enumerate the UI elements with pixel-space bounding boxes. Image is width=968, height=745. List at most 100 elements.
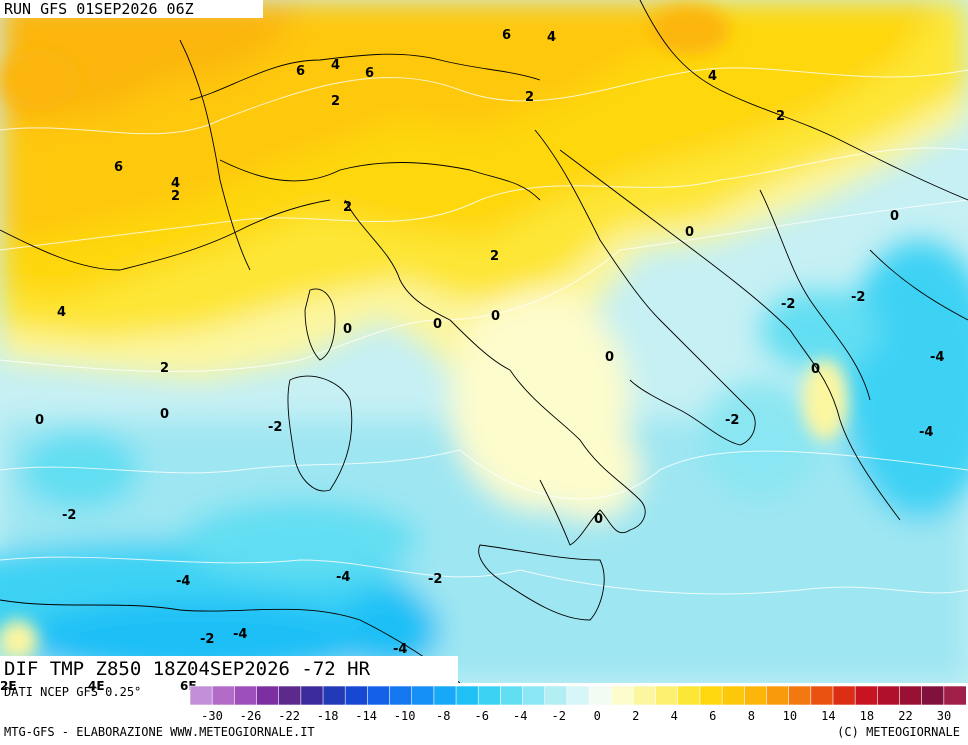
legend-tick-label: -18 [317, 709, 339, 723]
legend-swatch [655, 685, 679, 706]
contour-label: 2 [331, 94, 340, 109]
legend-swatch [477, 685, 502, 706]
contour-label: 0 [491, 309, 500, 324]
legend-swatch [943, 685, 967, 706]
legend-tick-label: -2 [551, 709, 565, 723]
legend-tick-label: 14 [821, 709, 835, 723]
legend-swatch [677, 685, 701, 706]
legend-tick-label: -14 [355, 709, 377, 723]
legend-tick-label: 22 [898, 709, 912, 723]
legend-swatch [544, 685, 568, 706]
legend-swatch [189, 685, 213, 706]
legend-swatch [300, 685, 324, 706]
contour-label: -4 [930, 350, 944, 365]
longitude-tick: 2E [0, 679, 17, 693]
data-source-label: DATI NCEP GFS 0.25° [4, 685, 142, 699]
contour-labels: 6 4 4 6 4 6 2 2 4 2 6 4 2 2 0 2 0 0 -2 -… [35, 28, 944, 657]
contour-label: -2 [851, 290, 865, 305]
contour-label: -4 [919, 425, 933, 440]
longitude-tick: 4E [88, 679, 105, 693]
legend-swatch [566, 685, 590, 706]
temperature-anomaly-map: 6 4 4 6 4 6 2 2 4 2 6 4 2 2 0 2 0 0 -2 -… [0, 0, 968, 683]
legend-swatch [633, 685, 657, 706]
contour-label: -2 [62, 508, 76, 523]
contour-label: -2 [725, 413, 739, 428]
contour-label: 2 [160, 361, 169, 376]
contour-label: -4 [233, 627, 247, 642]
contour-label: -2 [268, 420, 282, 435]
legend-swatch [411, 685, 435, 706]
contour-label: 0 [594, 512, 603, 527]
contour-label: 6 [114, 160, 123, 175]
contour-label: 4 [331, 58, 340, 73]
legend-tick-label: 6 [709, 709, 716, 723]
credit-right: (C) METEOGIORNALE [837, 725, 960, 739]
legend-swatch [278, 685, 302, 706]
legend-swatch [610, 685, 635, 706]
contour-label: 0 [685, 225, 694, 240]
legend-tick-label: -22 [278, 709, 300, 723]
legend-tick-label: -8 [436, 709, 450, 723]
legend-swatch [433, 685, 457, 706]
contour-label: 0 [605, 350, 614, 365]
contour-label: 0 [160, 407, 169, 422]
legend-tick-label: 8 [748, 709, 755, 723]
anomaly-details [0, 5, 847, 660]
map-title: DIF TMP Z850 18Z04SEP2026 -72 HR [0, 656, 458, 683]
legend-swatch [721, 685, 745, 706]
contour-label: -2 [200, 632, 214, 647]
run-title: RUN GFS 01SEP2026 06Z [0, 0, 263, 18]
legend-swatch [211, 685, 235, 706]
contour-label: 4 [547, 30, 556, 45]
contour-label: 0 [343, 322, 352, 337]
legend-tick-label: 2 [632, 709, 639, 723]
legend-swatch [588, 685, 612, 706]
contour-label: 6 [365, 66, 374, 81]
contour-label: 2 [525, 90, 534, 105]
contour-label: 0 [433, 317, 442, 332]
footer: DATI NCEP GFS 0.25° 2E 4E 6E -30 -26 -22 -1… [0, 679, 968, 745]
legend-swatch [500, 685, 524, 706]
legend-swatch [234, 685, 258, 706]
legend-tick-label: -10 [394, 709, 416, 723]
legend-swatch [522, 685, 546, 706]
legend-swatch [877, 685, 901, 706]
coastlines [0, 0, 968, 683]
legend-swatch [854, 685, 878, 706]
legend-swatch [743, 685, 768, 706]
contour-label: -2 [781, 297, 795, 312]
legend-swatch [788, 685, 812, 706]
contour-label: 4 [57, 305, 66, 320]
legend-tick-label: 4 [671, 709, 678, 723]
legend-swatch [810, 685, 834, 706]
legend-swatch [344, 685, 368, 706]
legend-tick-label: -4 [513, 709, 527, 723]
contour-label: -2 [428, 572, 442, 587]
legend-swatch [699, 685, 723, 706]
contour-label: 0 [890, 209, 899, 224]
contour-label: 4 [171, 176, 180, 191]
credit-left: MTG-GFS - ELABORAZIONE WWW.METEOGIORNALE… [4, 725, 315, 739]
contour-label: 0 [811, 362, 820, 377]
contour-label: 2 [171, 189, 180, 204]
legend-tick-label: -26 [240, 709, 262, 723]
legend-swatch [921, 685, 945, 706]
map-canvas: 6 4 4 6 4 6 2 2 4 2 6 4 2 2 0 2 0 0 -2 -… [0, 0, 968, 683]
legend-swatch [455, 685, 479, 706]
contour-label: -4 [393, 642, 407, 657]
contour-label: -4 [336, 570, 350, 585]
contour-label: 2 [490, 249, 499, 264]
legend-swatch [256, 685, 280, 706]
legend-tick-label: 0 [594, 709, 601, 723]
anomaly-field [0, 0, 968, 683]
legend-tick-label: 30 [937, 709, 951, 723]
legend-swatch [766, 685, 790, 706]
legend-tick-label: -6 [474, 709, 488, 723]
color-scale-legend: -30 -26 -22 -18 -14 -10 -8 -6 -4 -2 0 2 4 6 8 10 14 18 22 3… [189, 685, 967, 723]
contour-label: 6 [296, 64, 305, 79]
legend-swatch [389, 685, 413, 706]
legend-tick-label: 18 [860, 709, 874, 723]
contour-label: 6 [502, 28, 511, 43]
contour-label: 2 [343, 200, 352, 215]
legend-swatch [322, 685, 346, 706]
